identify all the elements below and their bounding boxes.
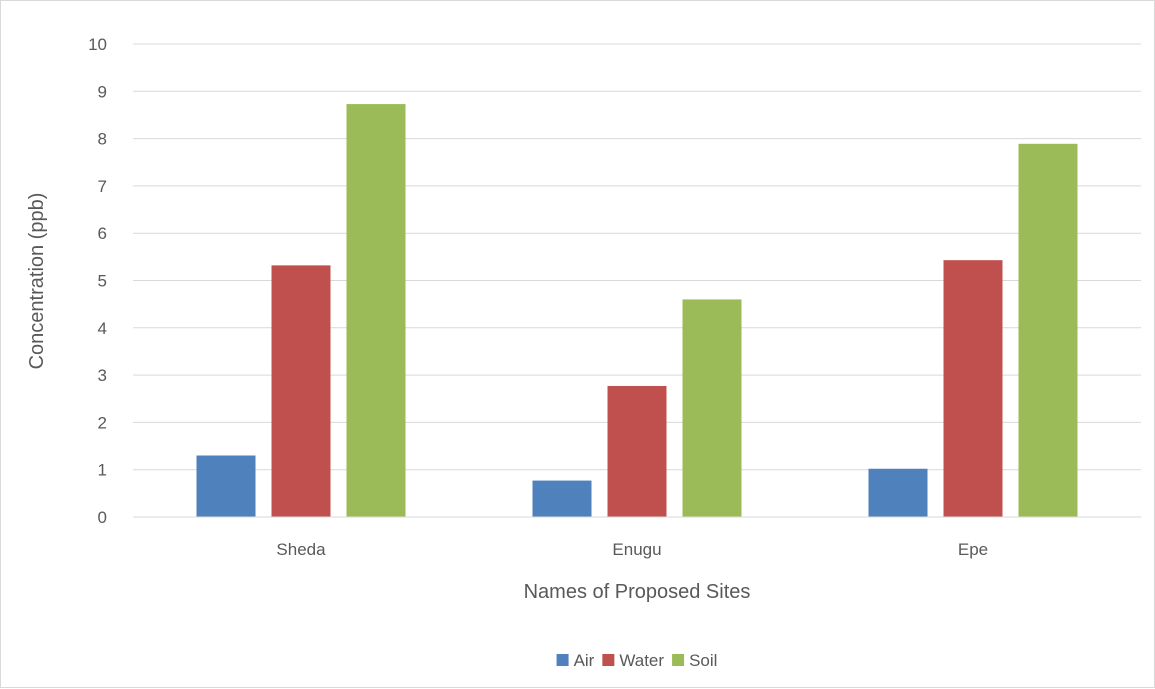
y-tick-label: 4 [98, 319, 107, 338]
legend-label-air: Air [574, 651, 595, 670]
bar-soil-enugu [682, 299, 742, 517]
y-axis-title: Concentration (ppb) [26, 193, 48, 370]
y-tick-label: 10 [88, 35, 107, 54]
bars [196, 104, 1078, 518]
bar-air-enugu [532, 480, 592, 517]
y-tick-label: 8 [98, 130, 107, 149]
bar-soil-sheda [346, 104, 406, 518]
y-tick-label: 1 [98, 461, 107, 480]
bar-water-epe [943, 260, 1003, 517]
x-axis-ticks: Sheda Enugu Epe [276, 540, 988, 559]
legend-swatch-water [602, 654, 615, 666]
bar-air-sheda [196, 455, 256, 517]
bar-air-epe [868, 468, 928, 517]
legend-label-soil: Soil [689, 651, 717, 670]
x-tick-label: Epe [958, 540, 988, 559]
bar-soil-epe [1018, 143, 1078, 518]
legend: Air Water Soil [556, 651, 717, 670]
bar-water-sheda [271, 265, 331, 517]
y-tick-label: 6 [98, 224, 107, 243]
legend-swatch-air [556, 654, 569, 666]
bar-water-enugu [607, 385, 667, 517]
y-tick-label: 5 [98, 272, 107, 291]
x-tick-label: Enugu [612, 540, 661, 559]
x-tick-label: Sheda [276, 540, 326, 559]
y-tick-label: 0 [98, 508, 107, 527]
legend-label-water: Water [619, 651, 664, 670]
y-tick-label: 9 [98, 82, 107, 101]
legend-swatch-soil [672, 654, 685, 666]
y-tick-label: 7 [98, 177, 107, 196]
y-tick-label: 2 [98, 413, 107, 432]
y-tick-label: 3 [98, 366, 107, 385]
x-axis-title: Names of Proposed Sites [524, 581, 751, 603]
y-axis-ticks: 0 1 2 3 4 5 6 7 8 9 10 [88, 35, 107, 527]
